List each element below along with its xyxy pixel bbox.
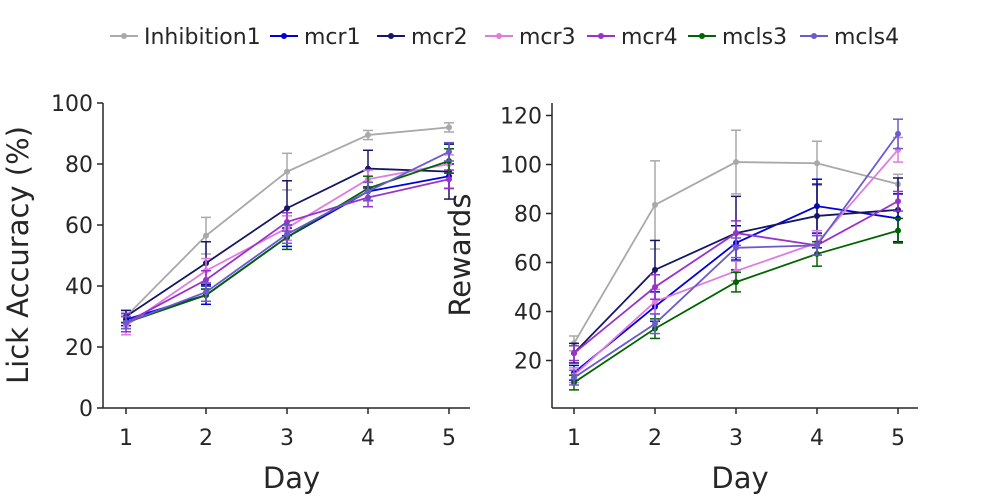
data-point — [446, 124, 452, 131]
y-tick-label: 60 — [65, 214, 93, 239]
data-point — [284, 168, 290, 175]
legend-marker — [281, 33, 287, 39]
data-point — [652, 320, 658, 327]
y-tick-label: 100 — [500, 154, 542, 179]
legend-label: mcls4 — [834, 25, 899, 50]
lick-accuracy-chart: 0 20 40 60 80 100 1 2 3 4 5 Day Lick Accuracy (%) — [1, 92, 470, 495]
data-point — [446, 148, 452, 155]
data-point — [733, 230, 739, 237]
legend-label: Inhibition1 — [144, 25, 261, 50]
x-tick-label: 4 — [361, 426, 375, 451]
x-axis-label: Day — [711, 461, 768, 495]
data-point — [814, 212, 820, 219]
legend-entry-mcr3: mcr3 — [485, 25, 576, 50]
y-tick-label: 80 — [514, 203, 542, 228]
data-point — [203, 276, 209, 283]
x-tick-label: 1 — [567, 426, 581, 451]
legend-entry-mcr4: mcr4 — [587, 25, 678, 50]
legend-label: mcr1 — [304, 25, 361, 50]
y-tick-label: 120 — [500, 105, 542, 130]
legend-label: mcr3 — [519, 25, 576, 50]
y-tick-label: 100 — [51, 92, 93, 117]
y-axis-label: Rewards — [443, 193, 477, 316]
data-point — [814, 242, 820, 249]
data-point — [365, 188, 371, 195]
x-tick-label: 2 — [199, 426, 213, 451]
data-point — [652, 201, 658, 208]
x-tick-label: 4 — [810, 426, 824, 451]
x-tick-label: 2 — [648, 426, 662, 451]
legend-entry-mcr2: mcr2 — [377, 25, 468, 50]
x-axis-label: Day — [263, 461, 320, 495]
data-point — [571, 350, 577, 357]
axes: 0 20 40 60 80 100 1 2 3 4 5 — [51, 92, 470, 451]
legend-label: mcls3 — [722, 25, 787, 50]
x-tick-label: 3 — [729, 426, 743, 451]
y-tick-label: 40 — [514, 301, 542, 326]
data-point — [733, 279, 739, 286]
data-point — [814, 160, 820, 167]
series-mcls4 — [569, 118, 903, 386]
data-point — [203, 232, 209, 239]
data-point — [652, 266, 658, 273]
data-point — [284, 218, 290, 225]
data-point — [652, 298, 658, 305]
legend-entry-mcls3: mcls3 — [688, 25, 787, 50]
data-point — [203, 289, 209, 296]
y-tick-label: 20 — [514, 350, 542, 375]
data-point — [733, 244, 739, 251]
legend-entry-mcr1: mcr1 — [270, 25, 361, 50]
legend-marker — [598, 33, 604, 39]
data-point — [895, 130, 901, 137]
legend-marker — [496, 33, 502, 39]
series-mcls4 — [121, 141, 454, 330]
data-point — [895, 227, 901, 234]
x-tick-label: 5 — [891, 426, 905, 451]
data-point — [733, 159, 739, 166]
axes: 20 40 60 80 100 120 1 2 3 4 5 — [500, 103, 918, 451]
x-tick-label: 3 — [280, 426, 294, 451]
y-tick-label: 80 — [65, 153, 93, 178]
legend-label: mcr4 — [621, 25, 678, 50]
legend-entry-inhibition1: Inhibition1 — [110, 25, 261, 50]
y-tick-label: 40 — [65, 275, 93, 300]
y-tick-label: 0 — [79, 397, 93, 422]
legend: Inhibition1 mcr1 mcr2 mcr3 mcr4 mcls3 mcls4 — [110, 25, 899, 50]
legend-marker — [388, 33, 394, 39]
legend-label: mcr2 — [411, 25, 468, 50]
data-point — [652, 284, 658, 290]
data-point — [895, 198, 901, 205]
y-axis-label: Lick Accuracy (%) — [1, 126, 35, 384]
data-point — [123, 319, 129, 326]
data-point — [446, 176, 452, 183]
legend-marker — [811, 33, 817, 39]
legend-marker — [699, 33, 705, 39]
x-tick-label: 1 — [119, 426, 133, 451]
data-point — [571, 374, 577, 381]
y-tick-label: 20 — [65, 336, 93, 361]
legend-entry-mcls4: mcls4 — [800, 25, 899, 50]
rewards-chart: 20 40 60 80 100 120 1 2 3 4 5 Day Rewards — [443, 103, 918, 495]
data-point — [284, 205, 290, 212]
data-point — [365, 132, 371, 139]
y-tick-label: 60 — [514, 252, 542, 277]
legend-marker — [121, 33, 127, 39]
data-point — [284, 231, 290, 238]
x-tick-label: 5 — [442, 426, 456, 451]
